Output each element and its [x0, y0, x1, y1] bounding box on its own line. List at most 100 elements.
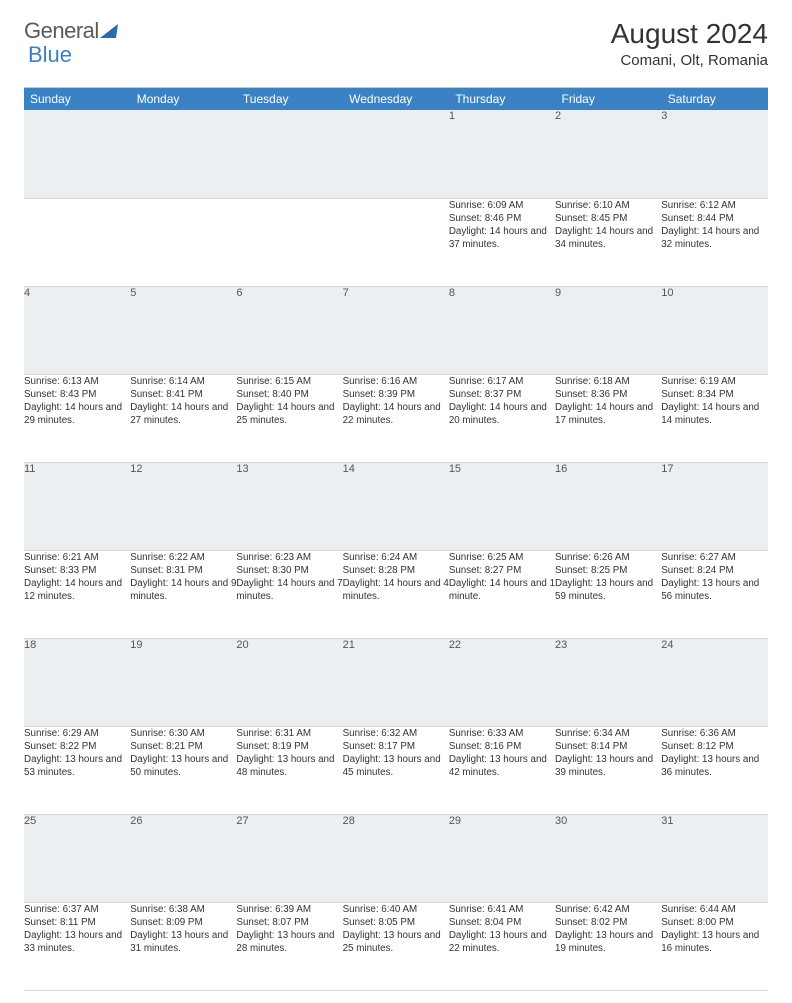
sunset-line: Sunset: 8:41 PM — [130, 388, 236, 401]
day-number-cell: 15 — [449, 462, 555, 550]
day-number-cell: 12 — [130, 462, 236, 550]
day-content-cell: Sunrise: 6:14 AMSunset: 8:41 PMDaylight:… — [130, 374, 236, 462]
logo: General — [24, 18, 117, 44]
content-row: Sunrise: 6:09 AMSunset: 8:46 PMDaylight:… — [24, 198, 768, 286]
sunrise-line: Sunrise: 6:14 AM — [130, 375, 236, 388]
day-content-cell: Sunrise: 6:10 AMSunset: 8:45 PMDaylight:… — [555, 198, 661, 286]
sunset-line: Sunset: 8:05 PM — [343, 916, 449, 929]
sunset-line: Sunset: 8:22 PM — [24, 740, 130, 753]
sunrise-line: Sunrise: 6:29 AM — [24, 727, 130, 740]
day-content-cell — [24, 198, 130, 286]
day-number-cell — [130, 110, 236, 198]
sunset-line: Sunset: 8:45 PM — [555, 212, 661, 225]
day-number-cell: 20 — [236, 638, 342, 726]
daynum-row: 25262728293031 — [24, 814, 768, 902]
day-content-cell: Sunrise: 6:22 AMSunset: 8:31 PMDaylight:… — [130, 550, 236, 638]
calendar-table: Sunday Monday Tuesday Wednesday Thursday… — [24, 88, 768, 991]
sunrise-line: Sunrise: 6:27 AM — [661, 551, 767, 564]
weekday-header: Sunday — [24, 88, 130, 110]
sunrise-line: Sunrise: 6:38 AM — [130, 903, 236, 916]
day-number-cell: 13 — [236, 462, 342, 550]
weekday-header: Friday — [555, 88, 661, 110]
sunset-line: Sunset: 8:37 PM — [449, 388, 555, 401]
day-number-cell: 19 — [130, 638, 236, 726]
sunset-line: Sunset: 8:00 PM — [661, 916, 767, 929]
sunrise-line: Sunrise: 6:32 AM — [343, 727, 449, 740]
daylight-line: Daylight: 13 hours and 16 minutes. — [661, 929, 767, 955]
sunset-line: Sunset: 8:44 PM — [661, 212, 767, 225]
day-number-cell: 5 — [130, 286, 236, 374]
content-row: Sunrise: 6:29 AMSunset: 8:22 PMDaylight:… — [24, 726, 768, 814]
day-number-cell — [236, 110, 342, 198]
weekday-header: Saturday — [661, 88, 767, 110]
daylight-line: Daylight: 14 hours and 32 minutes. — [661, 225, 767, 251]
weekday-header: Tuesday — [236, 88, 342, 110]
day-content-cell: Sunrise: 6:44 AMSunset: 8:00 PMDaylight:… — [661, 902, 767, 990]
day-content-cell: Sunrise: 6:31 AMSunset: 8:19 PMDaylight:… — [236, 726, 342, 814]
day-content-cell: Sunrise: 6:26 AMSunset: 8:25 PMDaylight:… — [555, 550, 661, 638]
sunrise-line: Sunrise: 6:24 AM — [343, 551, 449, 564]
day-number-cell: 2 — [555, 110, 661, 198]
day-number-cell: 11 — [24, 462, 130, 550]
daylight-line: Daylight: 13 hours and 45 minutes. — [343, 753, 449, 779]
day-number-cell: 1 — [449, 110, 555, 198]
daylight-line: Daylight: 14 hours and 29 minutes. — [24, 401, 130, 427]
sunrise-line: Sunrise: 6:16 AM — [343, 375, 449, 388]
daylight-line: Daylight: 13 hours and 59 minutes. — [555, 577, 661, 603]
sunrise-line: Sunrise: 6:33 AM — [449, 727, 555, 740]
sunrise-line: Sunrise: 6:12 AM — [661, 199, 767, 212]
day-number-cell: 28 — [343, 814, 449, 902]
daylight-line: Daylight: 14 hours and 7 minutes. — [236, 577, 342, 603]
day-content-cell: Sunrise: 6:36 AMSunset: 8:12 PMDaylight:… — [661, 726, 767, 814]
sunset-line: Sunset: 8:09 PM — [130, 916, 236, 929]
daylight-line: Daylight: 13 hours and 25 minutes. — [343, 929, 449, 955]
day-content-cell: Sunrise: 6:37 AMSunset: 8:11 PMDaylight:… — [24, 902, 130, 990]
day-content-cell: Sunrise: 6:21 AMSunset: 8:33 PMDaylight:… — [24, 550, 130, 638]
day-content-cell: Sunrise: 6:29 AMSunset: 8:22 PMDaylight:… — [24, 726, 130, 814]
sunset-line: Sunset: 8:04 PM — [449, 916, 555, 929]
sunset-line: Sunset: 8:40 PM — [236, 388, 342, 401]
daylight-line: Daylight: 14 hours and 12 minutes. — [24, 577, 130, 603]
day-content-cell: Sunrise: 6:24 AMSunset: 8:28 PMDaylight:… — [343, 550, 449, 638]
day-number-cell: 22 — [449, 638, 555, 726]
sunset-line: Sunset: 8:12 PM — [661, 740, 767, 753]
day-number-cell: 3 — [661, 110, 767, 198]
day-number-cell: 8 — [449, 286, 555, 374]
sunset-line: Sunset: 8:30 PM — [236, 564, 342, 577]
content-row: Sunrise: 6:37 AMSunset: 8:11 PMDaylight:… — [24, 902, 768, 990]
daylight-line: Daylight: 14 hours and 22 minutes. — [343, 401, 449, 427]
day-content-cell: Sunrise: 6:19 AMSunset: 8:34 PMDaylight:… — [661, 374, 767, 462]
daylight-line: Daylight: 13 hours and 56 minutes. — [661, 577, 767, 603]
title-block: August 2024 Comani, Olt, Romania — [611, 18, 768, 69]
sunrise-line: Sunrise: 6:31 AM — [236, 727, 342, 740]
day-number-cell: 26 — [130, 814, 236, 902]
daylight-line: Daylight: 13 hours and 28 minutes. — [236, 929, 342, 955]
day-number-cell: 29 — [449, 814, 555, 902]
day-number-cell: 30 — [555, 814, 661, 902]
sunset-line: Sunset: 8:02 PM — [555, 916, 661, 929]
sunrise-line: Sunrise: 6:41 AM — [449, 903, 555, 916]
daylight-line: Daylight: 13 hours and 33 minutes. — [24, 929, 130, 955]
sunrise-line: Sunrise: 6:09 AM — [449, 199, 555, 212]
day-content-cell: Sunrise: 6:33 AMSunset: 8:16 PMDaylight:… — [449, 726, 555, 814]
daylight-line: Daylight: 13 hours and 39 minutes. — [555, 753, 661, 779]
daylight-line: Daylight: 14 hours and 17 minutes. — [555, 401, 661, 427]
weekday-header: Monday — [130, 88, 236, 110]
weekday-header: Wednesday — [343, 88, 449, 110]
sunrise-line: Sunrise: 6:13 AM — [24, 375, 130, 388]
daylight-line: Daylight: 13 hours and 22 minutes. — [449, 929, 555, 955]
day-content-cell: Sunrise: 6:17 AMSunset: 8:37 PMDaylight:… — [449, 374, 555, 462]
sunrise-line: Sunrise: 6:30 AM — [130, 727, 236, 740]
day-content-cell: Sunrise: 6:27 AMSunset: 8:24 PMDaylight:… — [661, 550, 767, 638]
day-number-cell: 27 — [236, 814, 342, 902]
day-content-cell: Sunrise: 6:30 AMSunset: 8:21 PMDaylight:… — [130, 726, 236, 814]
sunrise-line: Sunrise: 6:19 AM — [661, 375, 767, 388]
daynum-row: 11121314151617 — [24, 462, 768, 550]
day-content-cell: Sunrise: 6:23 AMSunset: 8:30 PMDaylight:… — [236, 550, 342, 638]
sunrise-line: Sunrise: 6:22 AM — [130, 551, 236, 564]
sunset-line: Sunset: 8:33 PM — [24, 564, 130, 577]
day-number-cell: 9 — [555, 286, 661, 374]
daylight-line: Daylight: 13 hours and 50 minutes. — [130, 753, 236, 779]
sunset-line: Sunset: 8:25 PM — [555, 564, 661, 577]
daylight-line: Daylight: 13 hours and 19 minutes. — [555, 929, 661, 955]
